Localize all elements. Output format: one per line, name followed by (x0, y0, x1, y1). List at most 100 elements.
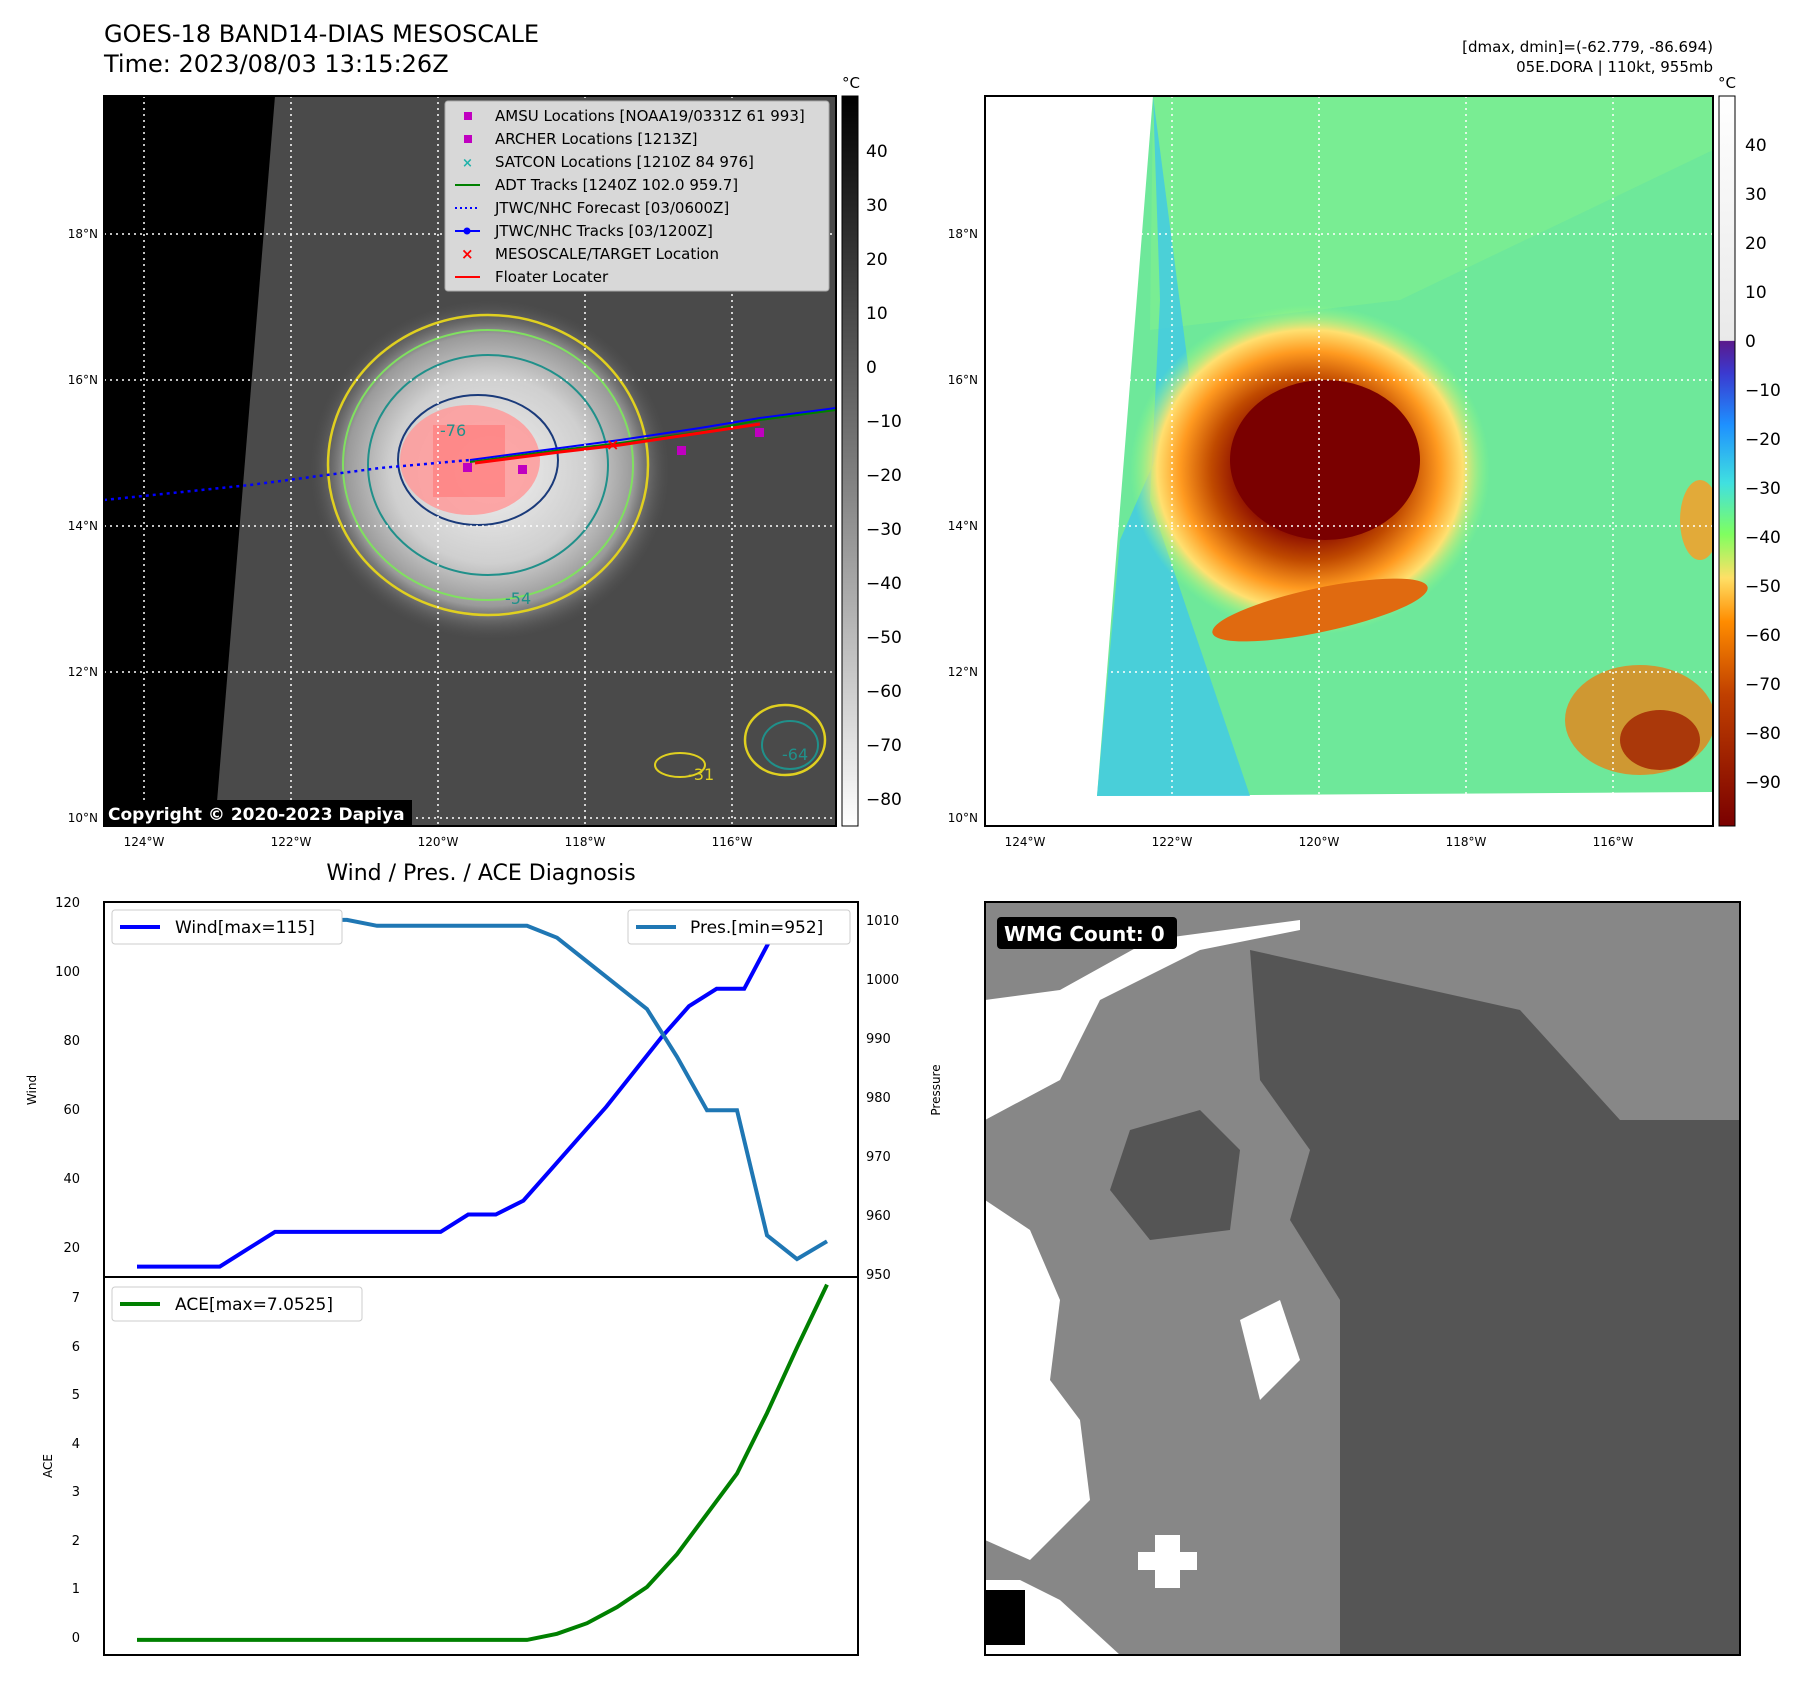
svg-text:×: × (462, 156, 473, 171)
pres-tick: 1000 (866, 973, 899, 988)
ace-series-line (137, 1283, 829, 1642)
legend-label: ADT Tracks [1240Z 102.0 959.7] (495, 176, 738, 194)
gray-cb-tick: −50 (866, 628, 902, 648)
wind-tick: 60 (63, 1103, 80, 1118)
ace-tick: 0 (72, 1631, 80, 1646)
color-cb-tick: 30 (1745, 185, 1767, 205)
ace-axis-label: ACE (41, 1454, 55, 1478)
contour-label: -31 (688, 765, 714, 784)
wind-tick: 120 (55, 896, 80, 911)
gray-colorbar-unit: °C (842, 74, 860, 92)
lat-tick: 10°N (948, 811, 978, 825)
color-cb-tick: 40 (1745, 136, 1767, 156)
color-cb-tick: 20 (1745, 234, 1767, 254)
copyright-box (104, 800, 412, 826)
wind-tick: 80 (63, 1034, 80, 1049)
gray-cb-tick: 30 (866, 196, 888, 216)
color-cb-tick: −20 (1745, 430, 1781, 450)
wind-legend: Wind[max=115] (111, 909, 343, 945)
best-track (469, 407, 836, 461)
legend-marker-tracks (455, 227, 480, 235)
pres-tick: 970 (866, 1150, 891, 1165)
wmg-panel: WMG Count: 0 (985, 900, 1740, 1655)
lat-tick: 18°N (68, 227, 98, 241)
pres-legend: Pres.[min=952] (627, 909, 851, 945)
legend-label: MESOSCALE/TARGET Location (495, 245, 719, 263)
storm-label: 05E.DORA | 110kt, 955mb (1516, 58, 1713, 76)
map-legend: × × AMSU Locations [NOAA19/0331Z 61 993]… (444, 100, 830, 292)
wind-pres-axes (103, 901, 859, 1278)
legend-label: SATCON Locations [1210Z 84 976] (495, 153, 754, 171)
gray-map-frame (103, 95, 837, 827)
color-colorbar-unit: °C (1718, 74, 1736, 92)
color-cb-tick: −40 (1745, 528, 1781, 548)
amsu-marker (463, 463, 472, 472)
color-cb-tick: −80 (1745, 724, 1781, 744)
lon-tick: 122°W (1152, 835, 1193, 849)
ace-legend-label: ACE[max=7.0525] (175, 1295, 333, 1315)
pres-axis-label: Pressure (929, 1064, 943, 1115)
color-map-frame (984, 95, 1714, 827)
gray-cb-tick: −80 (866, 790, 902, 810)
color-cb-tick: −70 (1745, 675, 1781, 695)
color-cb-tick: −90 (1745, 773, 1781, 793)
contour-label: -54 (505, 589, 531, 608)
lat-tick: 16°N (948, 373, 978, 387)
lon-tick: 118°W (1446, 835, 1487, 849)
pres-tick: 980 (866, 1091, 891, 1106)
lon-tick: 116°W (1593, 835, 1634, 849)
ace-tick: 1 (72, 1582, 80, 1597)
diag-title: Wind / Pres. / ACE Diagnosis (326, 861, 635, 886)
ace-tick: 2 (72, 1534, 80, 1549)
pres-tick: 950 (866, 1268, 891, 1283)
figure-title: GOES-18 BAND14-DIAS MESOSCALE (104, 20, 540, 48)
archer-marker (677, 446, 686, 455)
target-marker: × (606, 435, 619, 454)
wind-tick: 40 (63, 1172, 80, 1187)
lat-tick: 10°N (68, 811, 98, 825)
gray-cb-tick: −20 (866, 466, 902, 486)
wind-legend-label: Wind[max=115] (175, 918, 315, 938)
contour-label: -76 (440, 421, 466, 440)
ace-tick: 6 (72, 1340, 80, 1355)
gray-cb-tick: 0 (866, 358, 877, 378)
lon-tick: 118°W (565, 835, 606, 849)
wind-axis-label: Wind (25, 1075, 39, 1105)
pres-tick: 960 (866, 1209, 891, 1224)
color-cb-tick: −60 (1745, 626, 1781, 646)
ace-tick: 3 (72, 1485, 80, 1500)
color-cb-tick: 0 (1745, 332, 1756, 352)
ace-tick: 5 (72, 1388, 80, 1403)
floater-track (474, 422, 761, 465)
lat-tick: 14°N (68, 519, 98, 533)
gray-colorbar (841, 95, 859, 827)
lon-tick: 122°W (271, 835, 312, 849)
legend-marker-satcon: × (462, 156, 473, 171)
forecast-track (104, 458, 471, 502)
stats-label: [dmax, dmin]=(-62.779, -86.694) (1462, 38, 1713, 56)
pres-legend-label: Pres.[min=952] (690, 918, 823, 938)
gray-cb-tick: −30 (866, 520, 902, 540)
ace-axes (103, 1276, 859, 1656)
legend-label: Floater Locater (495, 268, 609, 286)
ace-legend: ACE[max=7.0525] (111, 1286, 363, 1322)
gray-cb-tick: 20 (866, 250, 888, 270)
wind-tick: 20 (63, 1241, 80, 1256)
color-cb-tick: −50 (1745, 577, 1781, 597)
color-map (985, 96, 1713, 826)
legend-label: AMSU Locations [NOAA19/0331Z 61 993] (495, 107, 805, 125)
gray-cb-tick: −60 (866, 682, 902, 702)
lon-tick: 124°W (124, 835, 165, 849)
gray-cb-tick: −70 (866, 736, 902, 756)
lat-tick: 14°N (948, 519, 978, 533)
lon-tick: 120°W (1299, 835, 1340, 849)
gray-cb-tick: 40 (866, 142, 888, 162)
lon-tick: 124°W (1005, 835, 1046, 849)
archer-marker (518, 465, 527, 474)
legend-marker-mesoscale: × (461, 245, 474, 263)
lat-tick: 12°N (68, 665, 98, 679)
color-cb-tick: −30 (1745, 479, 1781, 499)
color-cb-tick: 10 (1745, 283, 1767, 303)
pres-tick: 990 (866, 1032, 891, 1047)
